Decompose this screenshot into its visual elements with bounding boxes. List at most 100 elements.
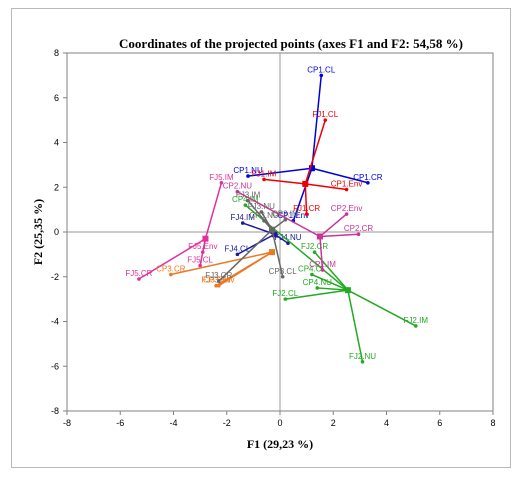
star-line (204, 182, 223, 239)
group-centroid (302, 180, 309, 187)
point-label: CP2.NU (223, 182, 253, 191)
group-centroid (202, 235, 209, 242)
data-point (312, 250, 317, 254)
data-point (246, 174, 250, 178)
data-groups: CP1.CLCP1.CRCP1.NUCP1.EnvFJ1.CLCP1.EnvFJ… (125, 65, 429, 364)
point-group: FJ1.CL CP1.Env FJ1.IM FJ1.CR (252, 110, 363, 216)
x-tick-label: 6 (437, 418, 442, 428)
x-tick-label: 4 (384, 418, 389, 428)
data-point (137, 277, 141, 281)
point-group: FJ2.IM FJ2.NU FJ2.CL FJ2.CR CP4.NU CP4.IM CP4.… (232, 195, 429, 364)
y-tick-label: 6 (54, 93, 59, 103)
point-label: CP1.CR (353, 173, 383, 182)
data-point (243, 203, 248, 207)
star-line (319, 236, 324, 271)
group-centroid (344, 287, 351, 294)
data-point (304, 212, 309, 216)
point-label: FJ1.CR (293, 204, 320, 213)
data-point (286, 241, 290, 245)
point-label: FJ5.IM (209, 173, 234, 182)
point-label: CP3.CR (156, 265, 186, 274)
chart-title: Coordinates of the projected points (axe… (119, 36, 463, 51)
point-label: FJ5.CR (125, 269, 152, 278)
star-line (319, 213, 348, 238)
point-label: FJ3.Env (201, 276, 230, 285)
point-label: FJ2.IM (404, 316, 429, 325)
x-tick-label: -8 (63, 418, 71, 428)
star-line (271, 229, 284, 277)
star-line (347, 290, 364, 362)
data-point (240, 221, 245, 225)
star-line (317, 287, 348, 291)
star-line (292, 167, 313, 222)
point-label: CP3.CL (269, 267, 298, 276)
group-centroid (308, 165, 315, 172)
y-tick-label: 2 (54, 182, 59, 192)
star-line (215, 251, 273, 287)
group-centroid (316, 233, 323, 240)
y-tick-label: 0 (54, 227, 59, 237)
y-tick-label: -2 (51, 272, 59, 282)
x-tick-label: 0 (277, 418, 282, 428)
point-label: CP1.CL (307, 65, 336, 74)
star-line (311, 75, 323, 169)
y-tick-label: 4 (54, 138, 59, 148)
data-point (216, 283, 221, 288)
y-axis-label: F2 (25,35 %) (31, 199, 45, 265)
star-line (311, 273, 349, 291)
y-tick-label: -6 (51, 361, 59, 371)
point-label: CP2.CR (344, 224, 374, 233)
x-tick-label: 2 (331, 418, 336, 428)
point-label: CP4.IM (232, 195, 259, 204)
data-point (366, 180, 370, 185)
point-label: FJ1.CL (312, 110, 338, 119)
star-line (247, 167, 313, 177)
data-point (283, 297, 288, 301)
group-centroid (269, 249, 276, 256)
data-point (235, 189, 240, 194)
point-group: CP2.IM CP2.CR CP2.Env CP2.NU (223, 182, 374, 272)
point-label: CP1.Env (331, 179, 363, 188)
data-point (280, 274, 285, 279)
point-label: FJ3.NU (248, 202, 275, 211)
star-line (311, 167, 369, 184)
x-tick-label: 8 (490, 418, 495, 428)
data-point (216, 279, 221, 284)
axes (67, 53, 493, 411)
data-point (246, 198, 250, 203)
data-point (320, 268, 325, 272)
data-point (235, 252, 240, 257)
group-centroid (269, 226, 276, 233)
y-tick-labels: -8 -6 -4 -2 0 2 4 6 8 (51, 48, 67, 416)
data-point (323, 118, 328, 122)
point-label: FJ5.Env (188, 242, 217, 251)
point-label: CP3.IM (272, 210, 299, 219)
y-tick-label: -4 (51, 317, 59, 327)
point-label: CP4.CL (298, 265, 327, 274)
star-line (305, 183, 347, 191)
data-point (262, 177, 266, 182)
x-tick-label: -4 (169, 418, 177, 428)
data-point (356, 232, 361, 237)
data-point (214, 283, 218, 288)
point-label: FJ2.CL (272, 289, 298, 298)
y-tick-label: 8 (54, 48, 59, 58)
point-group: FJ5.IM FJ5.CL FJ5.CR FJ5.Env (125, 173, 234, 281)
data-point (200, 250, 205, 254)
point-label: CP1.Env (278, 211, 310, 220)
point-label: FJ4.NU (274, 233, 301, 242)
chart-frame (11, 8, 511, 468)
point-label: CP2.IM (309, 260, 336, 269)
star-line (314, 251, 349, 291)
data-point (319, 73, 324, 78)
point-label: CP3.NU (249, 211, 279, 220)
point-label: CP4.NU (303, 278, 333, 287)
x-axis-label: F1 (29,23 %) (247, 437, 313, 451)
data-point (315, 286, 320, 290)
point-label: FJ2.CR (301, 242, 328, 251)
x-tick-labels: -8 -6 -4 -2 0 2 4 6 8 (63, 411, 496, 428)
point-label: FJ4.IM (230, 213, 255, 222)
y-tick-label: -8 (51, 406, 59, 416)
